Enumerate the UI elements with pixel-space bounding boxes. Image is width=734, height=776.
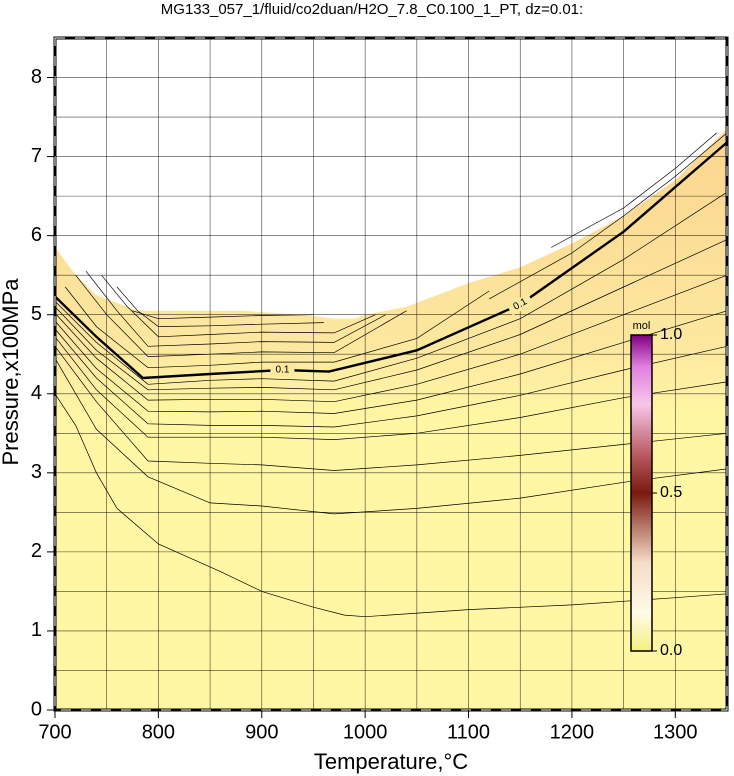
contour-line — [54, 358, 728, 515]
x-tick-label: 900 — [245, 721, 278, 743]
contour-line — [54, 239, 728, 391]
x-tick-label: 1100 — [447, 721, 490, 743]
contour-line — [54, 191, 728, 385]
contour-line — [116, 286, 324, 327]
x-tick-label: 1300 — [653, 721, 698, 743]
contour-line — [54, 141, 728, 380]
chart-title: MG133_057_1/fluid/co2duan/H2O_7.8_C0.100… — [161, 1, 583, 18]
colorbar-tick-label: 1.0 — [660, 326, 682, 343]
colorbar — [630, 334, 653, 652]
y-tick-label: 0 — [31, 698, 42, 720]
x-tick-label: 1200 — [550, 721, 595, 743]
plot-area: 0.1 0.1 — [54, 38, 728, 710]
contour-label-group: 0.1 — [270, 364, 295, 377]
x-tick-label: 1000 — [343, 721, 388, 743]
contour-line — [54, 328, 728, 428]
contour-line — [132, 310, 314, 320]
contour-label: 0.1 — [275, 365, 289, 376]
x-axis-label: Temperature,°C — [314, 749, 468, 774]
y-tick-label: 7 — [31, 145, 42, 167]
contour-line — [54, 310, 728, 414]
y-tick-label: 5 — [31, 303, 42, 325]
colorbar-tick-label: 0.0 — [660, 642, 682, 659]
contour-label-bg — [270, 364, 295, 377]
y-tick-label: 2 — [31, 540, 42, 562]
contour-label-group: 0.1 — [506, 293, 534, 316]
contour-line — [54, 346, 728, 471]
contour-label-bg — [506, 293, 534, 316]
y-axis-label: Pressure,x100MPa — [0, 278, 23, 466]
contour-line — [54, 274, 728, 403]
contour-line — [75, 274, 407, 357]
plot-frame-inner — [54, 37, 728, 711]
contour-line — [85, 270, 386, 347]
colorbar-tick-label: 0.5 — [660, 484, 682, 501]
y-tick-label: 4 — [31, 382, 42, 404]
x-tick-label: 800 — [142, 721, 175, 743]
y-tick-label: 6 — [31, 224, 42, 246]
contour-line — [101, 274, 376, 338]
colorbar-label: mol — [633, 320, 651, 332]
contour-line — [54, 336, 728, 440]
contour-line — [489, 132, 728, 300]
contour-line — [65, 286, 490, 369]
y-tick-label: 8 — [31, 66, 42, 88]
contour-line — [551, 132, 717, 248]
y-tick-label: 3 — [31, 461, 42, 483]
x-tick-label: 700 — [38, 721, 71, 743]
y-tick-label: 1 — [31, 619, 42, 641]
contour-line — [54, 393, 728, 618]
